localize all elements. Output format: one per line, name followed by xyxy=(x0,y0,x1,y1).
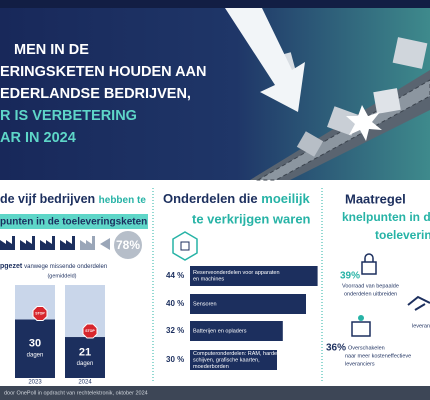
caption: vanwege missende onderdelen xyxy=(24,264,107,270)
item-bar xyxy=(190,294,306,314)
year-label: 2024 xyxy=(78,380,92,386)
footer-bar xyxy=(0,386,430,400)
badge xyxy=(112,229,144,261)
item-text: Batterijen en opladers xyxy=(193,328,247,334)
item-text: moederborden xyxy=(193,364,229,370)
right-value: 39% xyxy=(340,271,360,282)
right-text: leveranciers xyxy=(345,361,375,367)
caption: pgezet xyxy=(0,263,23,270)
title-highlight: AR IN 2024 xyxy=(0,130,76,146)
title-line: MEN IN DE xyxy=(14,42,89,58)
heading-part: Onderdelen die xyxy=(163,191,258,206)
svg-text:pgezet vanwege missende onderd: pgezet vanwege missende onderdelen xyxy=(0,263,107,270)
item-text: schijven, grafische kaarten, xyxy=(193,357,260,363)
title-line: EDERLANDSE BEDRIJVEN, xyxy=(0,86,191,102)
item-bar xyxy=(190,350,277,370)
day-bar xyxy=(15,319,55,378)
right-text: naar meer kosteneffectieve xyxy=(345,353,411,359)
banner xyxy=(0,0,430,180)
stop-label: STOP xyxy=(85,329,95,333)
right-heading-2: toelevering xyxy=(375,228,430,242)
right-text: Overschakelen xyxy=(348,345,385,351)
footer: door OnePoll in opdracht van rechtelektr… xyxy=(4,390,148,396)
day-unit: dagen xyxy=(77,361,94,367)
stop-sign xyxy=(82,323,98,339)
day-value: 30 xyxy=(29,338,41,350)
right-text: onderdelen uitbreiden xyxy=(344,291,397,297)
factory-icons xyxy=(0,236,95,250)
right-value: 36% xyxy=(326,343,346,354)
stop-label: STOP xyxy=(35,311,45,315)
item-bar xyxy=(190,321,283,341)
right-heading: Maatregel xyxy=(345,191,406,206)
top-strip xyxy=(0,0,430,8)
item-bar xyxy=(190,266,318,286)
item-value: 44 % xyxy=(166,271,184,280)
right-heading-2: knelpunten in de xyxy=(342,210,430,224)
banner-illustration xyxy=(225,8,430,181)
stop-sign xyxy=(32,306,48,321)
heading-part: moeilijk xyxy=(261,191,310,206)
lock-icon xyxy=(361,253,377,275)
day-value: 21 xyxy=(79,346,91,358)
arrow xyxy=(100,238,110,250)
right-text: Voorraad van bepaalde xyxy=(342,283,399,289)
item-value: 30 % xyxy=(166,355,184,364)
right-text: leveranc xyxy=(412,323,430,329)
item-value: 40 % xyxy=(166,299,184,308)
highlight xyxy=(0,214,148,229)
item-text: Sensoren xyxy=(193,301,217,307)
title-line: ERINGSKETEN HOUDEN AAN xyxy=(0,64,207,80)
heading-part: hebben te xyxy=(99,195,147,206)
item-text: Reserveonderdelen voor apparaten xyxy=(193,270,280,276)
item-text: en machines xyxy=(193,277,224,283)
middle-heading: Onderdelen die moeilijk xyxy=(163,191,310,206)
day-unit: dagen xyxy=(27,352,44,358)
badge-label: 78% xyxy=(116,238,140,252)
handshake-icon xyxy=(407,295,430,311)
day-bar xyxy=(65,337,105,378)
title-highlight: R IS VERBETERING xyxy=(0,108,137,124)
middle-heading-2: te verkrijgen waren xyxy=(192,211,311,226)
item-text: Computeronderdelen: RAM, harde xyxy=(193,351,277,357)
robot-icon xyxy=(351,315,371,337)
item-value: 32 % xyxy=(166,326,184,335)
caption-sub: (gemiddeld) xyxy=(47,273,76,279)
component-icon xyxy=(172,231,198,261)
left-heading: de vijf bedrijven hebben te xyxy=(0,192,146,206)
left-heading-2: punten in de toeleveringsketen xyxy=(0,217,147,228)
heading-part: de vijf bedrijven xyxy=(0,192,95,206)
year-label: 2023 xyxy=(28,380,42,386)
